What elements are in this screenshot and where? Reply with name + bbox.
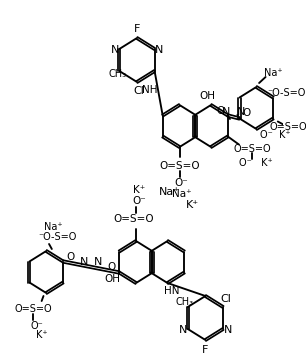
Text: K⁺: K⁺ [36,330,47,340]
Text: Cl: Cl [220,294,231,304]
Text: OH: OH [199,91,215,101]
Text: Na⁺: Na⁺ [172,189,191,199]
Text: O⁻  K⁺: O⁻ K⁺ [259,130,290,140]
Text: K⁺: K⁺ [133,185,145,195]
Text: O⁻: O⁻ [132,196,146,206]
Text: N: N [223,325,232,335]
Text: CH₃: CH₃ [108,69,127,79]
Text: ⁻O-S=O: ⁻O-S=O [38,232,76,242]
Text: O: O [66,252,75,261]
Text: O: O [108,262,116,273]
Text: N: N [155,45,163,55]
Text: N: N [222,107,230,117]
Text: O=S=O: O=S=O [269,122,306,132]
Text: NH: NH [142,85,157,95]
Text: Na⁺: Na⁺ [44,222,63,232]
Text: F: F [202,345,209,355]
Text: ⁻O-S=O: ⁻O-S=O [267,87,305,97]
Text: Na⁺: Na⁺ [159,187,180,197]
Text: F: F [134,24,140,34]
Text: N: N [179,325,187,335]
Text: OH: OH [105,274,121,284]
Text: O: O [216,105,225,116]
Text: O=S=O: O=S=O [159,161,200,171]
Text: O=S=O: O=S=O [114,214,155,224]
Text: N: N [80,257,88,267]
Text: O⁻: O⁻ [31,321,43,331]
Text: CH₃: CH₃ [176,297,194,307]
Text: O=S=O: O=S=O [233,144,271,153]
Text: O=S=O: O=S=O [14,304,52,314]
Text: O: O [243,109,251,118]
Text: N: N [110,45,119,55]
Text: O⁻   K⁺: O⁻ K⁺ [239,158,272,169]
Text: N: N [237,107,245,117]
Text: K⁺: K⁺ [186,200,199,210]
Text: Cl: Cl [133,86,144,96]
Text: HN: HN [164,286,180,296]
Text: Na⁺: Na⁺ [264,68,282,78]
Text: O⁻: O⁻ [174,178,188,188]
Text: N: N [94,257,103,267]
